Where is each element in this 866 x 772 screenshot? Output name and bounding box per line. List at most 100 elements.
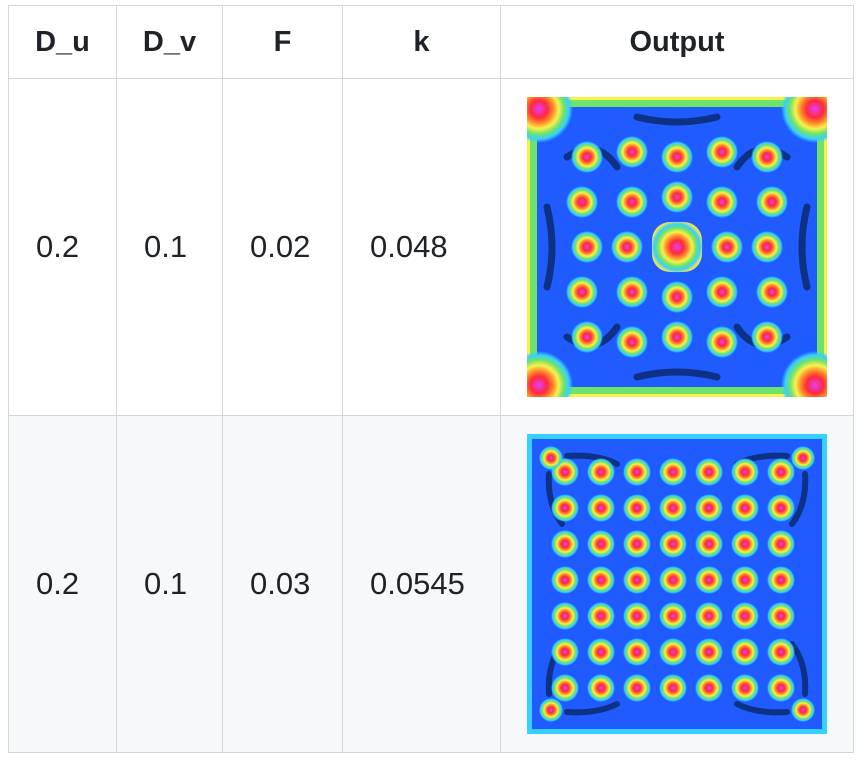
output-pattern-image [527, 97, 827, 397]
pattern-spot [751, 231, 783, 263]
pattern-spot [695, 674, 723, 702]
pattern-spot [623, 458, 651, 486]
pattern-spot [791, 698, 815, 722]
pattern-spot [751, 141, 783, 173]
pattern-spot [695, 458, 723, 486]
pattern-spot [623, 530, 651, 558]
table-row: 0.2 0.1 0.02 0.048 [8, 78, 854, 416]
pattern-spot [551, 530, 579, 558]
pattern-spot [711, 231, 743, 263]
pattern-spot [731, 602, 759, 630]
pattern-spot [767, 602, 795, 630]
pattern-spot [611, 231, 643, 263]
header-row: D_u D_v F k Output [8, 5, 854, 79]
cell-output [500, 78, 854, 416]
pattern-spot [731, 638, 759, 666]
cell-k: 0.048 [342, 78, 501, 416]
pattern-spot [767, 458, 795, 486]
pattern-spot [731, 566, 759, 594]
pattern-spot [767, 530, 795, 558]
pattern-spot [767, 638, 795, 666]
pattern-spot [695, 566, 723, 594]
pattern-spot [781, 97, 827, 143]
pattern-spot [731, 458, 759, 486]
pattern-spot [659, 602, 687, 630]
pattern-spot [587, 494, 615, 522]
cell-dv: 0.1 [116, 415, 223, 753]
pattern-spot [587, 530, 615, 558]
pattern-spot [731, 674, 759, 702]
pattern-spot [767, 674, 795, 702]
pattern-spot [527, 97, 573, 143]
table-row: 0.2 0.1 0.03 0.0545 [8, 415, 854, 753]
cell-du: 0.2 [8, 78, 117, 416]
pattern-spot [551, 566, 579, 594]
pattern-spot [587, 638, 615, 666]
pattern-spot [659, 530, 687, 558]
pattern-spot [767, 566, 795, 594]
pattern-spot [767, 494, 795, 522]
pattern-spot [706, 276, 738, 308]
pattern-spot [706, 186, 738, 218]
pattern-spot [587, 458, 615, 486]
pattern-spot [659, 566, 687, 594]
pattern-spot [587, 602, 615, 630]
pattern-spot [731, 494, 759, 522]
output-pattern-image [527, 434, 827, 734]
cell-f: 0.03 [222, 415, 343, 753]
pattern-spot [551, 494, 579, 522]
pattern-spot [781, 351, 827, 397]
pattern-spot [706, 326, 738, 358]
pattern-spot [616, 326, 648, 358]
pattern-spot [695, 602, 723, 630]
cell-dv: 0.1 [116, 78, 223, 416]
pattern-spot [695, 638, 723, 666]
pattern-spot [661, 141, 693, 173]
pattern-spot [661, 321, 693, 353]
pattern-spot [571, 321, 603, 353]
pattern-spot [566, 276, 598, 308]
header-f: F [222, 5, 343, 79]
pattern-spot [623, 638, 651, 666]
pattern-spot [751, 321, 783, 353]
pattern-spot [616, 186, 648, 218]
header-dv: D_v [116, 5, 223, 79]
pattern-spot [661, 281, 693, 313]
pattern-spot [616, 136, 648, 168]
pattern-spot [661, 181, 693, 213]
pattern-spot [623, 674, 651, 702]
pattern-spot [527, 351, 573, 397]
header-k: k [342, 5, 501, 79]
parameters-table: D_u D_v F k Output 0.2 0.1 0.02 0.048 0.… [8, 5, 854, 753]
pattern-spot [587, 566, 615, 594]
pattern-spot [791, 446, 815, 470]
pattern-spot [659, 638, 687, 666]
pattern-spot [651, 221, 703, 273]
pattern-spot [566, 186, 598, 218]
cell-output [500, 415, 854, 753]
pattern-spot [571, 141, 603, 173]
pattern-spot [571, 231, 603, 263]
cell-k: 0.0545 [342, 415, 501, 753]
cell-du: 0.2 [8, 415, 117, 753]
pattern-spot [539, 698, 563, 722]
pattern-spot [551, 638, 579, 666]
pattern-spot [695, 494, 723, 522]
cell-f: 0.02 [222, 78, 343, 416]
pattern-spot [623, 566, 651, 594]
pattern-spot [587, 674, 615, 702]
pattern-spot [539, 446, 563, 470]
pattern-spot [756, 186, 788, 218]
pattern-spot [616, 276, 648, 308]
header-du: D_u [8, 5, 117, 79]
pattern-spot [706, 136, 738, 168]
pattern-spot [695, 530, 723, 558]
pattern-spot [623, 602, 651, 630]
pattern-spot [659, 458, 687, 486]
pattern-spot [551, 674, 579, 702]
header-output: Output [500, 5, 854, 79]
pattern-spot [731, 530, 759, 558]
pattern-spot [659, 674, 687, 702]
pattern-spot [623, 494, 651, 522]
pattern-spot [659, 494, 687, 522]
